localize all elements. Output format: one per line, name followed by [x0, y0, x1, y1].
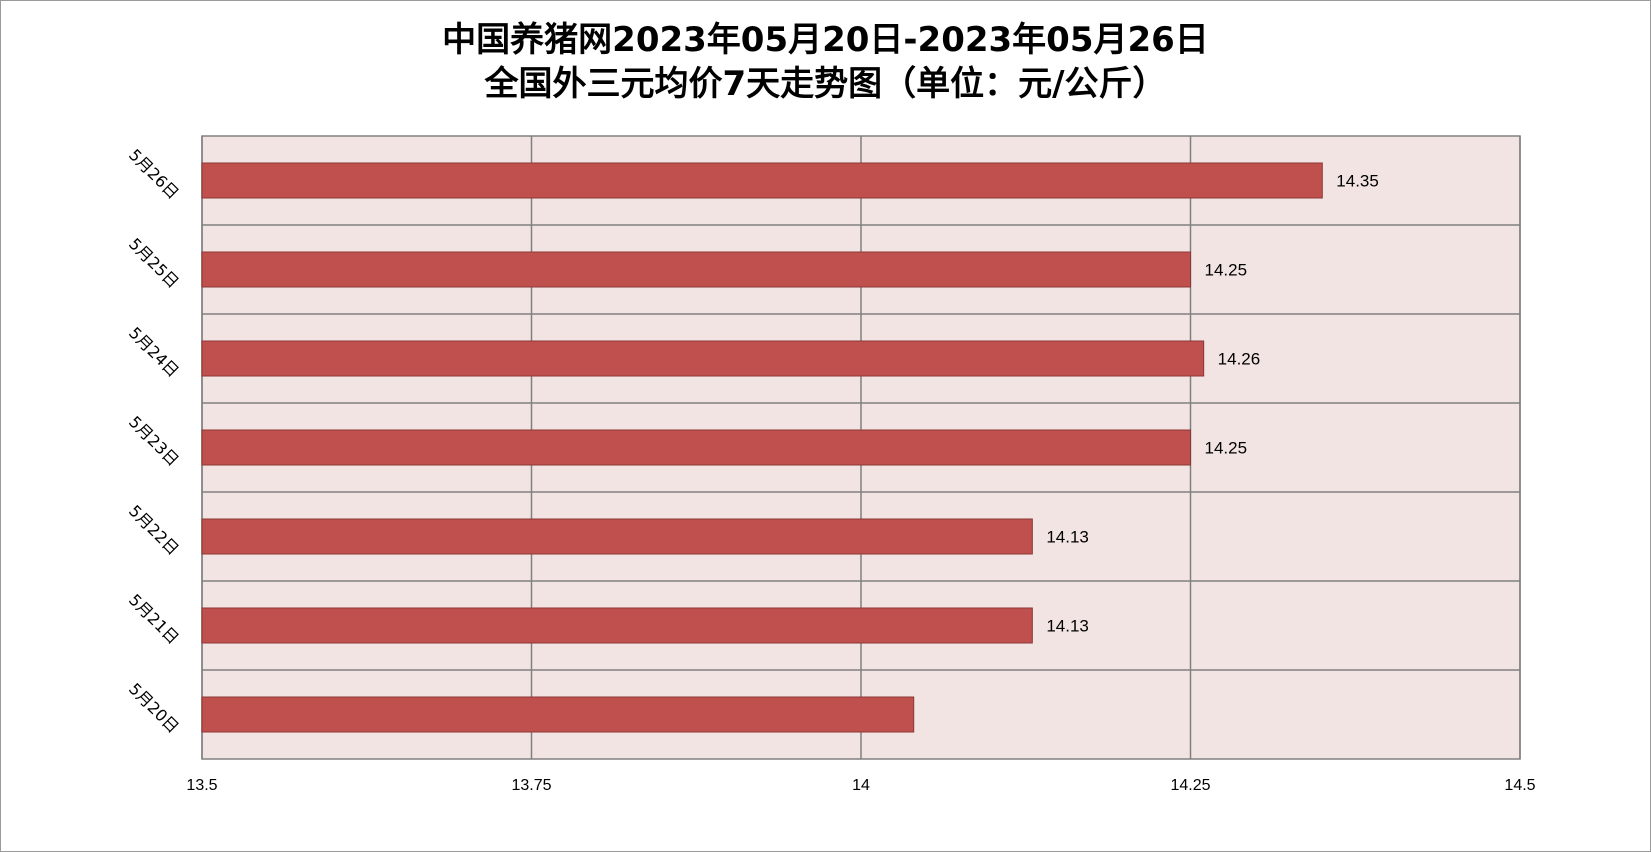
x-tick-label: 14 [852, 777, 870, 794]
bar [201, 696, 915, 733]
data-label: 14.25 [1205, 261, 1248, 280]
category-label: 5月21日 [125, 590, 183, 648]
data-label: 14.25 [1205, 439, 1248, 458]
x-tick-label: 14.25 [1170, 777, 1210, 794]
category-label: 5月25日 [125, 234, 183, 292]
x-tick-label: 13.75 [511, 777, 551, 794]
data-label: 14.35 [1336, 172, 1379, 191]
category-label: 5月23日 [125, 412, 183, 470]
bar [201, 162, 1323, 199]
bar [201, 607, 1033, 644]
chart-title: 中国养猪网2023年05月20日-2023年05月26日 全国外三元均价7天走势… [0, 18, 1651, 106]
bar [201, 340, 1205, 377]
category-label: 5月26日 [125, 145, 183, 203]
category-label: 5月22日 [125, 501, 183, 559]
bar [201, 518, 1033, 555]
data-label: 14.26 [1218, 350, 1261, 369]
category-label: 5月24日 [125, 323, 183, 381]
bar [201, 251, 1191, 288]
chart-title-line-2: 全国外三元均价7天走势图（单位：元/公斤） [484, 64, 1167, 104]
x-tick-label: 14.5 [1504, 777, 1535, 794]
chart-title-line-1: 中国养猪网2023年05月20日-2023年05月26日 [442, 20, 1209, 60]
category-label: 5月20日 [125, 679, 183, 737]
x-tick-label: 13.5 [186, 777, 217, 794]
data-label: 14.13 [1046, 617, 1089, 636]
data-label: 14.13 [1046, 528, 1089, 547]
bar [201, 429, 1191, 466]
